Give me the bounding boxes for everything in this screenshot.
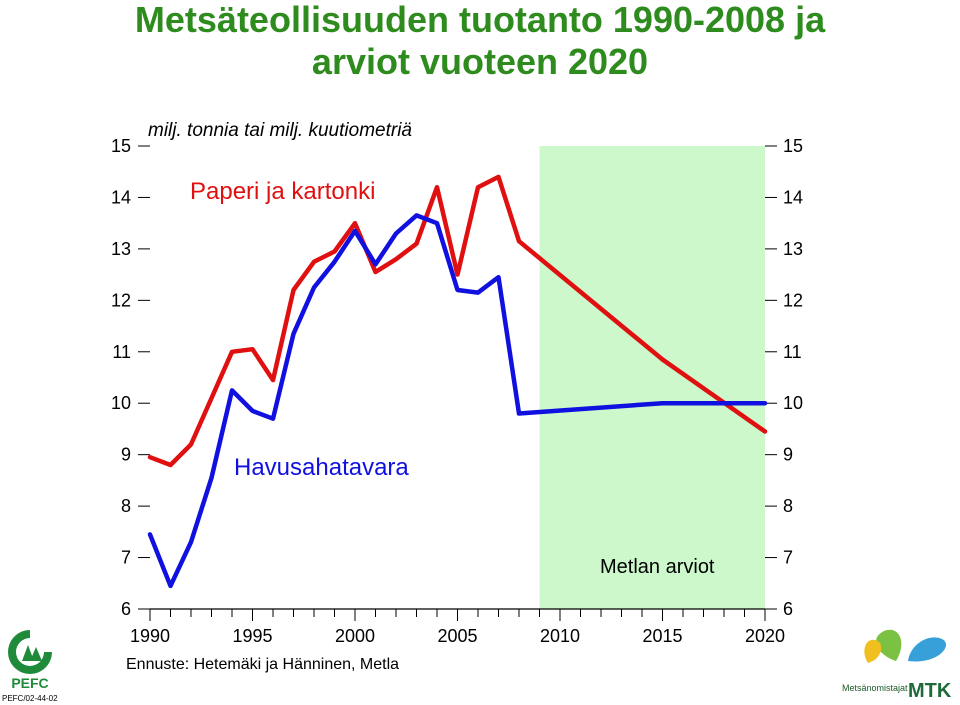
y-tick-label-left: 11	[112, 342, 131, 362]
mtk-logo-text: MTK	[908, 680, 952, 702]
y-tick-label-right: 13	[783, 239, 803, 259]
y-tick-label-left: 12	[111, 290, 131, 310]
x-tick-label: 2005	[437, 626, 477, 646]
y-tick-label-left: 9	[121, 445, 131, 465]
x-tick-label: 2000	[335, 626, 375, 646]
y-tick-label-right: 12	[783, 290, 803, 310]
source-note: Ennuste: Hetemäki ja Hänninen, Metla	[126, 656, 399, 673]
y-tick-label-right: 6	[783, 599, 793, 619]
chart-title-line-2: arviot vuoteen 2020	[311, 41, 649, 82]
pefc-logo: PEFC PEFC/02-44-02	[2, 630, 58, 703]
y-tick-label-left: 14	[111, 187, 131, 207]
y-tick-label-left: 15	[111, 136, 131, 156]
y-tick-label-left: 10	[111, 393, 131, 413]
x-tick-label: 2010	[540, 626, 580, 646]
mtk-logo: Metsänomistajat MTK	[842, 629, 952, 702]
y-tick-label-right: 8	[783, 496, 793, 516]
pefc-tree-icon	[8, 630, 52, 674]
pefc-code: PEFC/02-44-02	[2, 694, 58, 703]
series-label-paperi-ja-kartonki: Paperi ja kartonki	[190, 178, 375, 205]
x-tick-label: 2015	[642, 626, 682, 646]
series-label-havusahatavara: Havusahatavara	[234, 454, 409, 481]
mtk-subtitle: Metsänomistajat	[842, 683, 908, 693]
y-tick-label-right: 14	[783, 187, 803, 207]
y-tick-label-left: 7	[121, 548, 131, 568]
y-tick-label-right: 11	[783, 342, 802, 362]
y-tick-label-left: 6	[121, 599, 131, 619]
x-tick-label: 2020	[745, 626, 785, 646]
y-axis-unit-label: milj. tonnia tai milj. kuutiometriä	[148, 120, 412, 141]
mtk-leaf-icon	[875, 629, 902, 661]
chart-title-line-1: Metsäteollisuuden tuotanto 1990-2008 ja	[134, 0, 826, 40]
y-tick-label-right: 10	[783, 393, 803, 413]
x-tick-label: 1990	[130, 626, 170, 646]
series-line-paperi-ja-kartonki	[147, 174, 768, 468]
y-tick-label-left: 8	[121, 496, 131, 516]
y-tick-label-left: 13	[111, 239, 131, 259]
pefc-logo-text: PEFC	[11, 675, 48, 691]
forecast-region-label: Metlan arviot	[600, 556, 715, 578]
y-tick-label-right: 7	[783, 548, 793, 568]
x-tick-label: 1995	[232, 626, 272, 646]
y-tick-label-right: 15	[783, 136, 803, 156]
y-tick-label-right: 9	[783, 445, 793, 465]
forecast-region	[539, 146, 765, 609]
series-line-havusahatavara	[147, 213, 768, 589]
